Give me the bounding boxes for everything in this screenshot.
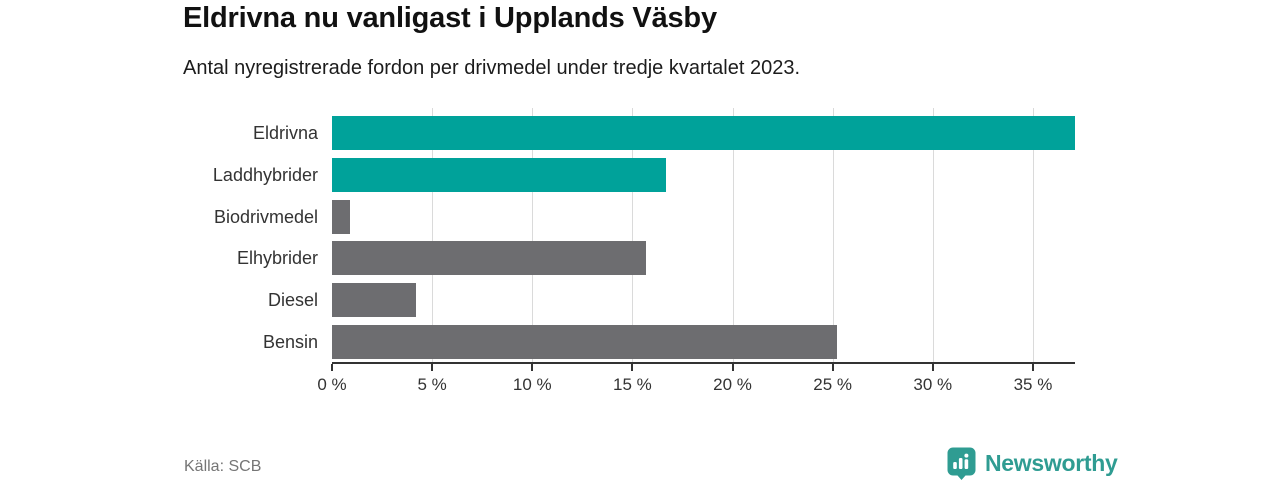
- x-axis-tick-label-5: 5 %: [417, 375, 447, 394]
- x-axis-tick-label-0: 0 %: [317, 375, 347, 394]
- x-axis-tick-label-10: 10 %: [512, 375, 552, 394]
- chart-subtitle: Antal nyregistrerade fordon per drivmede…: [183, 57, 801, 79]
- x-axis-tick-20: [731, 364, 734, 371]
- x-axis-tick-10: [531, 364, 534, 371]
- x-axis-line: [332, 362, 1075, 364]
- gridline-25: [832, 108, 834, 362]
- brand-name: Newsworthy: [985, 449, 1118, 476]
- x-axis-tick-25: [831, 364, 834, 371]
- category-label-eldrivna: Eldrivna: [252, 123, 318, 143]
- bar-elhybrider: [332, 241, 647, 276]
- bar-diesel: [332, 283, 417, 318]
- gridline-10: [532, 108, 534, 362]
- source-note: Källa: SCB: [184, 458, 262, 475]
- chart-title: Eldrivna nu vanligast i Upplands Väsby: [183, 2, 717, 34]
- x-axis-tick-35: [1031, 364, 1034, 371]
- bar-laddhybrider: [332, 157, 667, 192]
- x-axis-tick-label-15: 15 %: [613, 375, 652, 394]
- gridline-5: [432, 108, 434, 362]
- category-label-laddhybrider: Laddhybrider: [212, 164, 318, 185]
- x-axis-tick-15: [631, 364, 634, 371]
- x-axis-tick-5: [431, 364, 434, 371]
- bar-biodrivmedel: [332, 199, 351, 234]
- x-axis-tick-label-30: 30 %: [913, 375, 953, 394]
- x-axis-tick-30: [931, 364, 934, 371]
- x-axis-tick-0: [331, 364, 333, 371]
- gridline-35: [1032, 108, 1034, 362]
- bar-bensin: [332, 325, 837, 359]
- x-axis-tick-label-25: 25 %: [813, 375, 853, 394]
- gridline-20: [732, 108, 734, 362]
- category-label-bensin: Bensin: [262, 332, 318, 352]
- newsworthy-logo-link[interactable]: Newsworthy: [946, 446, 1118, 480]
- x-axis-tick-label-35: 35 %: [1013, 375, 1053, 394]
- gridline-30: [932, 108, 934, 362]
- bar-eldrivna: [332, 116, 1075, 150]
- category-label-biodrivmedel: Biodrivmedel: [213, 206, 318, 227]
- category-label-elhybrider: Elhybrider: [236, 248, 318, 269]
- gridline-15: [632, 108, 634, 362]
- x-axis-tick-label-20: 20 %: [713, 375, 752, 394]
- bar-chart-pin-icon: [946, 446, 977, 480]
- category-label-diesel: Diesel: [267, 290, 318, 311]
